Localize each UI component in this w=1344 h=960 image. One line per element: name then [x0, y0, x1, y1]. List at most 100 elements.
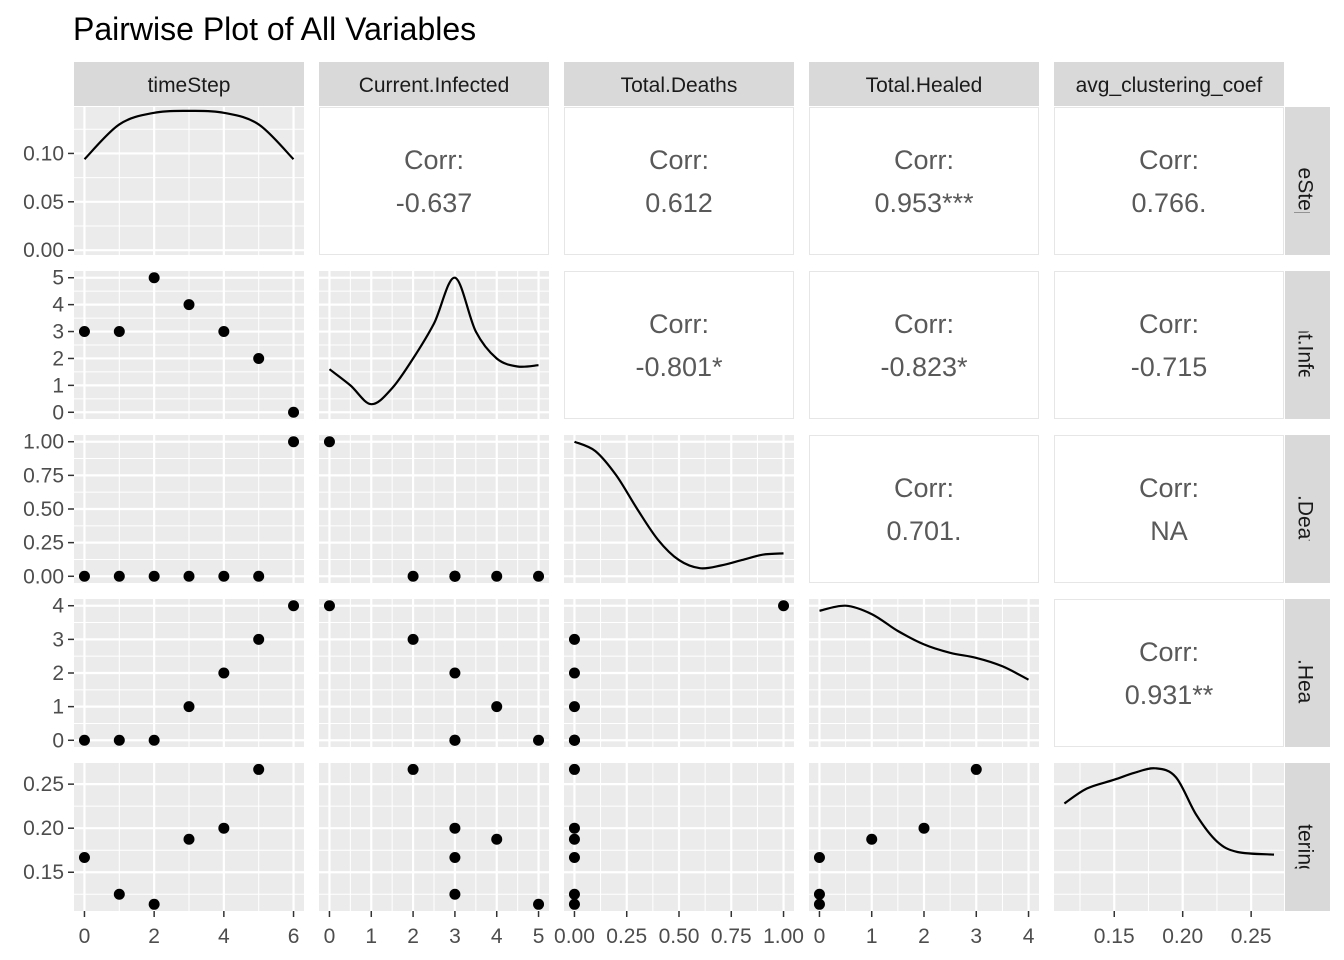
scatter-point — [183, 299, 195, 311]
strip-label: Current.Infected — [1294, 270, 1317, 421]
density-curve-total-healed — [819, 604, 1030, 681]
x-tick-label: 5 — [533, 925, 545, 948]
y-tick-label: 0.00 — [23, 565, 64, 588]
y-tick-label: 4 — [52, 294, 64, 317]
scatter-point — [253, 763, 265, 775]
panel-4-2 — [564, 763, 794, 911]
scatter-point — [778, 600, 790, 612]
scatter-point — [218, 326, 230, 338]
strip-background — [809, 62, 1039, 106]
scatter-point — [813, 898, 825, 910]
scatter-point — [568, 701, 580, 713]
strip-background — [74, 62, 304, 106]
scatter-point — [78, 852, 90, 864]
panel-0-0 — [74, 107, 304, 255]
scatter-point — [183, 701, 195, 713]
scatter-point — [568, 734, 580, 746]
corr-label: Corr: — [649, 145, 709, 175]
y-tick-label: 0.75 — [23, 464, 64, 487]
panel-4-1 — [319, 763, 549, 911]
top-strip-total-deaths: Total.Deaths — [564, 62, 794, 106]
x-tick-label: 0.00 — [554, 925, 595, 948]
scatter-point — [533, 898, 545, 910]
y-tick-label: 0.05 — [23, 191, 64, 214]
x-tick-label: 4 — [491, 925, 503, 948]
corr-panel-1-4: Corr: -0.715 — [1054, 271, 1284, 419]
panel-3-2 — [564, 599, 794, 747]
y-tick-label: 5 — [52, 267, 64, 290]
strip-background — [1285, 435, 1330, 583]
panel-3-0 — [74, 599, 304, 747]
scatter-point — [491, 833, 503, 845]
corr-panel-0-4: Corr: 0.766. — [1054, 107, 1284, 255]
panel-4-3 — [809, 763, 1039, 911]
strip-label: g_clustering_co — [1294, 763, 1317, 910]
scatter-point — [148, 570, 160, 582]
x-tick-label: 0.20 — [1162, 925, 1203, 948]
x-tick-label: 3 — [449, 925, 461, 948]
density-curve-current-infected — [328, 276, 539, 406]
scatter-point — [323, 600, 335, 612]
x-tick-label: 1.00 — [763, 925, 804, 948]
scatter-point — [288, 406, 300, 418]
x-tick-label: 0 — [79, 925, 91, 948]
x-tick-label: 0.25 — [606, 925, 647, 948]
y-tick-label: 0.10 — [23, 142, 64, 165]
scatter-point — [113, 570, 125, 582]
top-strip-timestep: timeStep — [74, 62, 304, 106]
y-tick-label: 0.50 — [23, 498, 64, 521]
strip-background — [1285, 271, 1330, 419]
y-tick-label: 3 — [52, 628, 64, 651]
y-tick-label: 0.00 — [23, 239, 64, 262]
scatter-point — [533, 734, 545, 746]
y-tick-label: 2 — [52, 347, 64, 370]
strip-label: Total.Deaths — [621, 74, 738, 97]
scatter-point — [113, 734, 125, 746]
x-tick-label: 2 — [148, 925, 160, 948]
scatter-point — [407, 763, 419, 775]
scatter-point — [148, 898, 160, 910]
y-tick-label: 0.15 — [23, 861, 64, 884]
scatter-point — [323, 436, 335, 448]
scatter-point — [970, 763, 982, 775]
x-tick-label: 1 — [866, 925, 878, 948]
x-tick-label: 0.75 — [711, 925, 752, 948]
strip-background — [1285, 763, 1330, 911]
corr-value: 0.931** — [1125, 680, 1214, 710]
corr-panel-background — [319, 107, 549, 255]
strip-background — [564, 62, 794, 106]
scatter-point — [78, 570, 90, 582]
right-strip-2: Total.Deaths — [1285, 435, 1330, 583]
panel-4-4 — [1054, 763, 1284, 911]
x-tick-label: 0.15 — [1094, 925, 1135, 948]
corr-panel-background — [809, 107, 1039, 255]
scatter-point — [449, 734, 461, 746]
corr-value: -0.823* — [880, 352, 968, 382]
strip-background — [1285, 107, 1330, 255]
y-tick-label: 0.25 — [23, 773, 64, 796]
corr-panel-background — [1054, 435, 1284, 583]
density-curve-total-deaths — [574, 440, 784, 570]
panel-3-1 — [319, 599, 549, 747]
corr-panel-background — [1054, 271, 1284, 419]
corr-value: -0.637 — [396, 188, 473, 218]
y-tick-label: 1.00 — [23, 431, 64, 454]
scatter-point — [253, 352, 265, 364]
panel-2-0 — [74, 435, 304, 583]
scatter-point — [288, 600, 300, 612]
corr-value: 0.766. — [1131, 188, 1206, 218]
y-tick-label: 1 — [52, 696, 64, 719]
corr-panel-0-2: Corr: 0.612 — [564, 107, 794, 255]
scatter-point — [491, 570, 503, 582]
x-tick-label: 0.25 — [1231, 925, 1272, 948]
scatter-point — [449, 667, 461, 679]
corr-value: 0.612 — [645, 188, 713, 218]
corr-value: 0.953*** — [874, 188, 974, 218]
panel-background — [1054, 763, 1284, 911]
scatter-point — [113, 326, 125, 338]
scatter-point — [113, 888, 125, 900]
y-tick-label: 0.25 — [23, 532, 64, 555]
panel-3-3 — [809, 599, 1039, 747]
scatter-point — [407, 633, 419, 645]
